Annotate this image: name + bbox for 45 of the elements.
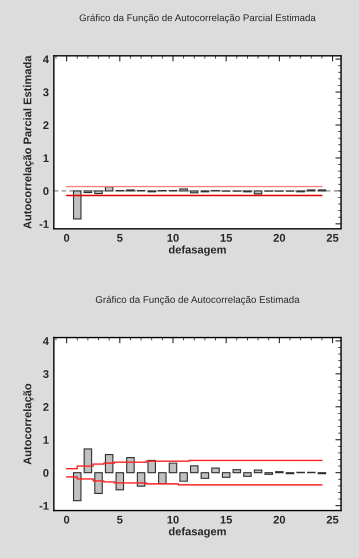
y-axis-title: Autocorrelação [23,384,34,465]
y-tick-label: -1 [40,220,49,228]
y-tick-label: 0 [43,187,49,196]
x-tick-label: 15 [220,516,232,524]
x-tick-label: 25 [326,516,338,524]
y-tick-label: 3 [43,370,49,378]
x-tick-label: 0 [64,234,70,242]
x-tick-label: 15 [220,234,232,242]
y-tick-label: 1 [44,154,49,162]
bar [222,472,230,478]
x-tick-label: 20 [274,234,286,242]
y-axis-title: Autocorrelação Parcial Estimada [23,55,34,229]
x-tick-label: 5 [117,234,123,242]
x-tick-label: 20 [274,516,286,524]
bar [72,472,82,502]
x-tick-label: 25 [326,234,338,242]
x-tick-label: 10 [168,516,179,524]
x-axis-title: defasagem [168,245,226,256]
y-tick-label: 2 [43,121,49,130]
bar [104,454,114,474]
bar [243,472,252,477]
x-tick-label: 10 [168,234,179,242]
bar [232,469,242,474]
bar [200,472,210,479]
bar [211,468,220,474]
bar [158,472,167,484]
y-tick-label: 3 [43,88,49,96]
y-tick-label: -1 [40,502,49,510]
y-tick-label: 0 [43,468,49,477]
x-tick-label: 0 [64,516,70,524]
y-tick-label: 4 [42,55,49,64]
bar [190,465,199,474]
chart-title: Gráfico da Função de Autocorrelação Parcial Estimada [80,14,316,24]
y-tick-label: 4 [42,337,49,345]
x-tick-label: 5 [117,516,123,524]
bar [116,472,124,490]
x-axis-title: defasagem [168,527,226,538]
bar [168,462,178,474]
y-tick-label: 1 [44,436,49,444]
bar [94,472,103,494]
y-tick-label: 2 [43,403,49,411]
bar [179,472,188,482]
bar [84,448,92,474]
chart-title: Gráfico da Função de Autocorrelação Estimada [96,296,300,305]
bar [254,469,262,474]
